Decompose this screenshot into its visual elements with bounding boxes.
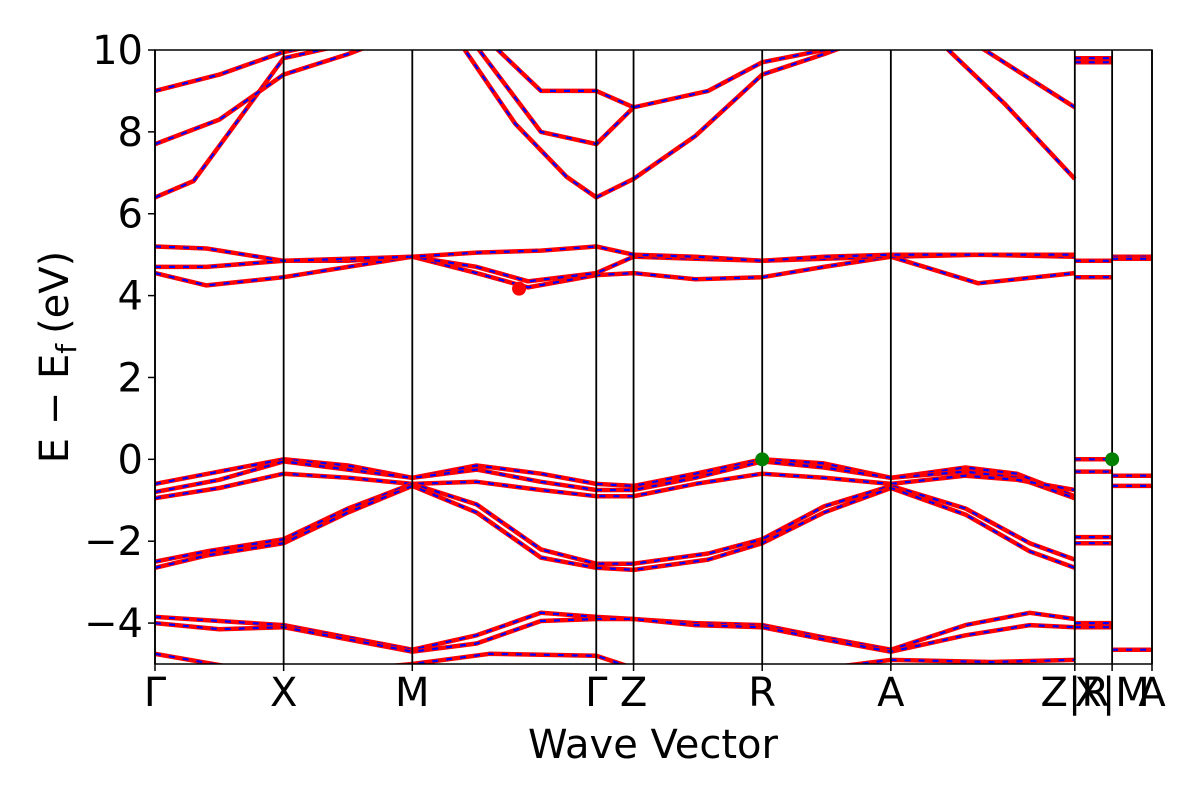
band-line-up-18	[980, 50, 1077, 110]
vbm-marker-1	[755, 452, 770, 467]
cbm-marker-0	[512, 281, 527, 296]
y-tick-label-6: 8	[118, 110, 143, 156]
x-tick-label-2: M	[395, 670, 430, 716]
plot-area	[155, 50, 1152, 664]
x-tick-label-0: Γ	[144, 670, 167, 716]
x-tick-label-3: Γ	[585, 670, 608, 716]
band-line-down-6	[155, 617, 1075, 653]
band-line-down-3	[155, 482, 1076, 565]
band-line-down-16	[496, 50, 635, 109]
y-tick-label-0: −4	[84, 601, 143, 647]
band-line-down-5	[155, 611, 1075, 651]
y-axis-title-unit: (eV)	[32, 251, 78, 334]
band-line-down-1	[155, 460, 1076, 500]
vbm-marker-2	[1105, 452, 1120, 467]
y-tick-label-5: 6	[118, 192, 143, 238]
band-line-down-12	[155, 50, 362, 146]
band-line-down-4	[155, 484, 1076, 572]
band-line-down-10	[155, 245, 1075, 262]
x-tick-label-4: Z	[620, 670, 647, 716]
y-axis-title-sub: f	[50, 343, 83, 354]
markers	[512, 281, 1120, 467]
kpoint-lines	[154, 49, 1153, 665]
plot-background	[155, 50, 1152, 664]
x-tick-label-1: X	[270, 670, 297, 716]
band-line-up-11	[155, 50, 331, 200]
x-tick-label-7: Z|R	[1040, 670, 1109, 716]
band-line-down-13	[155, 50, 299, 92]
y-tick-label-4: 4	[118, 274, 143, 320]
band-line-up-17	[945, 50, 1077, 181]
x-axis-title: Wave Vector	[528, 722, 779, 768]
x-tick-label-5: R	[748, 670, 776, 716]
x-tick-label-9: A	[1138, 670, 1166, 716]
y-tick-label-2: 0	[118, 437, 143, 483]
y-axis: −4 −2 0 2 4 6 8 10	[84, 28, 155, 647]
y-tick-label-7: 10	[92, 28, 143, 74]
band-line-down-7	[155, 652, 1075, 664]
y-axis-title-main: E − E	[32, 354, 78, 464]
x-axis: Γ X M Γ Z R A Z|RX|MA	[144, 664, 1166, 716]
y-axis-title: E − Ef (eV)	[32, 251, 83, 464]
y-tick-label-1: −2	[84, 519, 143, 565]
band-line-up-15	[476, 50, 832, 147]
y-axis-title-group: E − Ef (eV)	[32, 251, 83, 464]
x-tick-label-6: A	[877, 670, 905, 716]
x-tick-label-8: X|M	[1074, 670, 1149, 716]
band-line-down-2	[155, 472, 1075, 500]
y-tick-label-3: 2	[118, 355, 143, 401]
